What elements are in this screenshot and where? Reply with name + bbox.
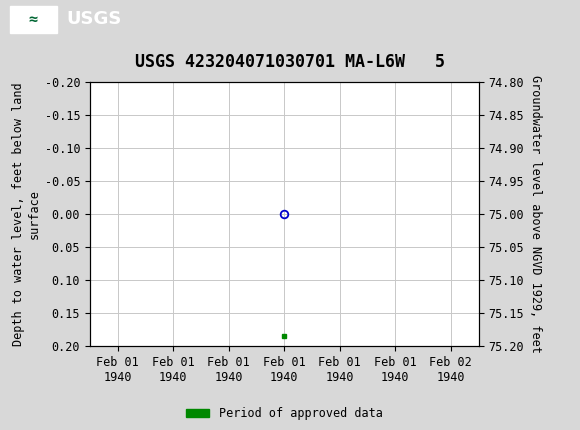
- Legend: Period of approved data: Period of approved data: [181, 402, 387, 425]
- Text: USGS 423204071030701 MA-L6W   5: USGS 423204071030701 MA-L6W 5: [135, 53, 445, 71]
- Text: ≈: ≈: [28, 12, 38, 27]
- Bar: [10, 6, 57, 33]
- Text: USGS: USGS: [67, 10, 122, 28]
- Y-axis label: Groundwater level above NGVD 1929, feet: Groundwater level above NGVD 1929, feet: [530, 75, 542, 353]
- Y-axis label: Depth to water level, feet below land
surface: Depth to water level, feet below land su…: [12, 82, 41, 346]
